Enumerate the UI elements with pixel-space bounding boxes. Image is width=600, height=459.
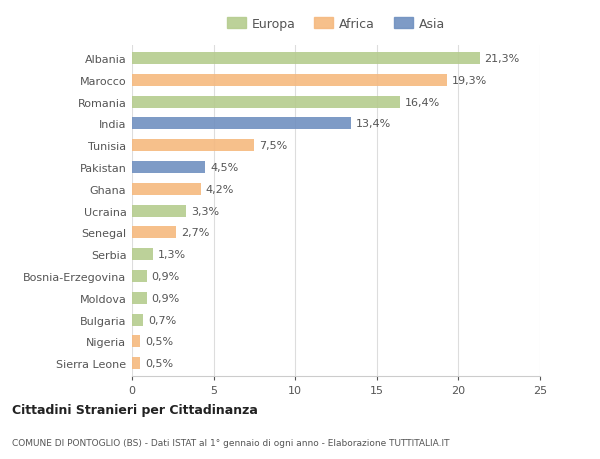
Text: 0,9%: 0,9% [152, 271, 180, 281]
Text: 21,3%: 21,3% [485, 54, 520, 64]
Text: 16,4%: 16,4% [404, 97, 440, 107]
Text: 19,3%: 19,3% [452, 76, 487, 86]
Text: 0,5%: 0,5% [145, 336, 173, 347]
Bar [132, 75, 447, 87]
Bar [132, 205, 186, 217]
Text: 0,9%: 0,9% [152, 293, 180, 303]
Text: Cittadini Stranieri per Cittadinanza: Cittadini Stranieri per Cittadinanza [12, 403, 258, 416]
Bar [132, 227, 176, 239]
Text: 1,3%: 1,3% [158, 250, 186, 260]
Text: 13,4%: 13,4% [356, 119, 391, 129]
Bar [132, 292, 146, 304]
Bar [132, 184, 200, 196]
Bar [132, 249, 153, 261]
Bar [132, 270, 146, 282]
Bar [132, 118, 350, 130]
Bar [132, 358, 140, 369]
Text: 2,7%: 2,7% [181, 228, 209, 238]
Text: 4,5%: 4,5% [211, 162, 239, 173]
Bar [132, 162, 205, 174]
Bar [132, 336, 140, 347]
Bar [132, 140, 254, 152]
Text: 0,5%: 0,5% [145, 358, 173, 368]
Bar [132, 53, 479, 65]
Text: 7,5%: 7,5% [259, 141, 287, 151]
Text: 4,2%: 4,2% [205, 185, 234, 195]
Legend: Europa, Africa, Asia: Europa, Africa, Asia [224, 15, 448, 33]
Bar [132, 96, 400, 108]
Text: COMUNE DI PONTOGLIO (BS) - Dati ISTAT al 1° gennaio di ogni anno - Elaborazione : COMUNE DI PONTOGLIO (BS) - Dati ISTAT al… [12, 438, 449, 447]
Text: 0,7%: 0,7% [148, 315, 176, 325]
Text: 3,3%: 3,3% [191, 206, 219, 216]
Bar [132, 314, 143, 326]
